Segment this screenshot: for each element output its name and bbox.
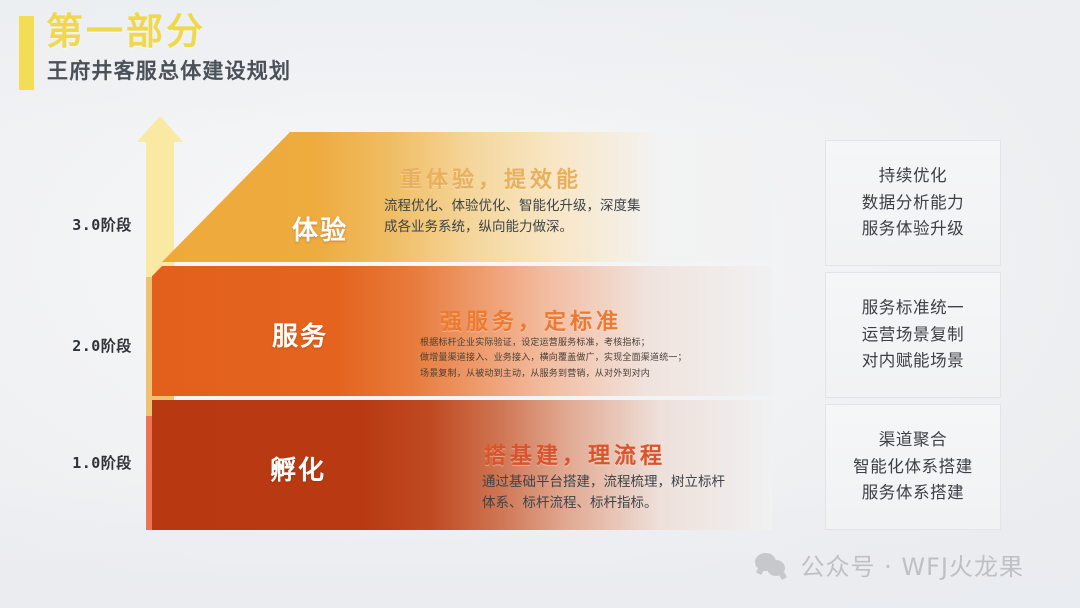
pyramid-tier-incubation: 孵化 搭基建，理流程 通过基础平台搭建，流程梳理，树立标杆 体系、标杆流程、标杆… [152, 400, 772, 530]
outcome-card-stage3-line1: 持续优化 [878, 165, 948, 185]
outcome-card-stage2-line1: 服务标准统一 [861, 297, 965, 317]
tier-shape-service [152, 266, 772, 396]
outcome-card-stage1-line1: 渠道聚合 [878, 429, 948, 449]
outcome-card-stage2-line2: 运营场景复制 [861, 324, 965, 344]
tier-key-service: 服务 [272, 322, 329, 352]
outcome-card-stage2: 服务标准统一 运营场景复制 对内赋能场景 [825, 272, 1001, 398]
axis-segment-stage3 [146, 140, 174, 277]
outcome-card-stage1-line2: 智能化体系搭建 [853, 456, 973, 476]
wechat-icon [754, 551, 789, 580]
outcome-card-stage1-line3: 服务体系搭建 [861, 483, 965, 503]
pyramid-tier-experience: 体验 重体验，提效能 流程优化、体验优化、智能化升级，深度集 成各业务系统，纵向… [152, 132, 772, 262]
outcome-card-list: 持续优化 数据分析能力 服务体验升级 服务标准统一 运营场景复制 对内赋能场景 … [825, 140, 1001, 530]
tier-shape-incubation [152, 400, 772, 530]
outcome-card-stage3: 持续优化 数据分析能力 服务体验升级 [825, 140, 1001, 266]
watermark: 公众号 · WFJ火龙果 [754, 547, 1025, 582]
page-title: 第一部分 [46, 10, 206, 53]
tier-headline-service: 强服务，定标准 [440, 310, 623, 335]
outcome-card-stage3-line2: 数据分析能力 [861, 192, 965, 212]
watermark-text: 公众号 · WFJ火龙果 [800, 553, 1024, 581]
tier-headline-incubation: 搭基建，理流程 [484, 444, 667, 469]
tier-body-incubation: 通过基础平台搭建，流程梳理，树立标杆 体系、标杆流程、标杆指标。 [482, 474, 725, 511]
outcome-card-stage1: 渠道聚合 智能化体系搭建 服务体系搭建 [825, 404, 1001, 530]
outcome-card-stage2-line3: 对内赋能场景 [861, 351, 965, 371]
up-arrow-icon [137, 116, 183, 142]
stage-label-2: 2.0阶段 [72, 337, 132, 355]
maturity-pyramid: 体验 重体验，提效能 流程优化、体验优化、智能化升级，深度集 成各业务系统，纵向… [152, 132, 772, 530]
page-subtitle: 王府井客服总体建设规划 [47, 59, 292, 83]
tier-headline-experience: 重体验，提效能 [400, 168, 583, 193]
stage-label-3: 3.0阶段 [72, 216, 132, 234]
tier-body-service: 根据标杆企业实际验证，设定运营服务标准，考核指标； 做增量渠道接入、业务接入，横… [420, 338, 687, 379]
tier-key-experience: 体验 [292, 216, 349, 246]
outcome-card-stage3-line3: 服务体验升级 [861, 219, 965, 239]
tier-body-experience: 流程优化、体验优化、智能化升级，深度集 成各业务系统，纵向能力做深。 [384, 198, 641, 235]
title-accent-bar [19, 16, 34, 90]
tier-key-incubation: 孵化 [270, 456, 327, 486]
slide-header: 第一部分 王府井客服总体建设规划 [0, 0, 1080, 108]
stage-label-1: 1.0阶段 [72, 454, 132, 472]
pyramid-tier-service: 服务 强服务，定标准 根据标杆企业实际验证，设定运营服务标准，考核指标； 做增量… [152, 266, 772, 396]
